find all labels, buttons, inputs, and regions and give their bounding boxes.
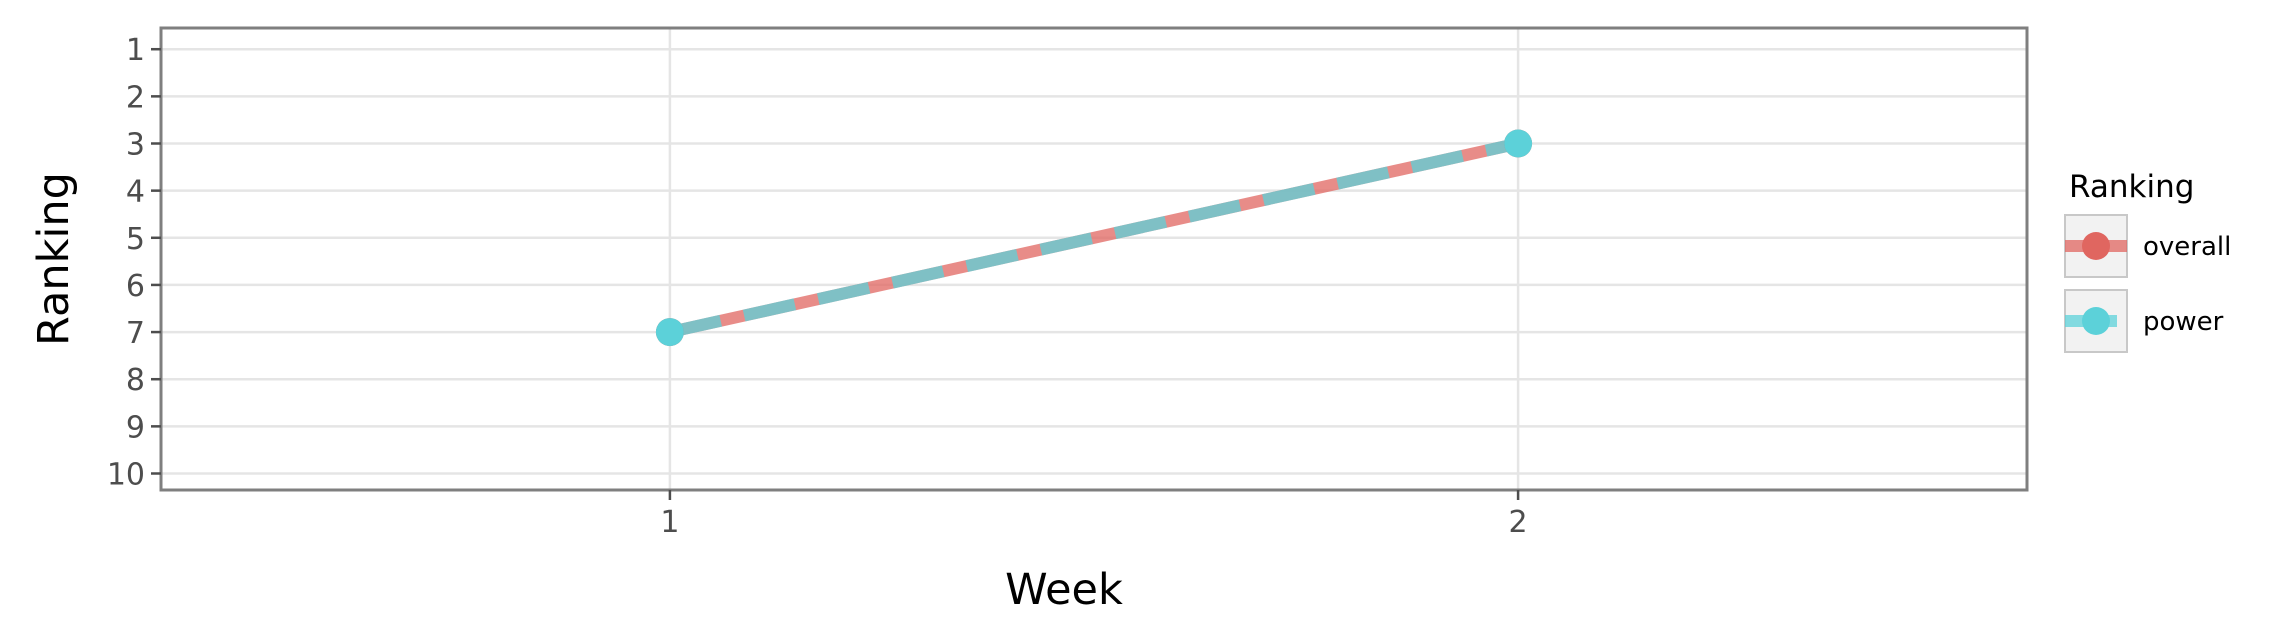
axes: 1 2 3 4 5 6 7 8 9 10 1 2 [107, 33, 1528, 540]
y-tick-label: 5 [126, 222, 145, 257]
y-tick-label: 6 [126, 269, 145, 304]
x-tick-label: 1 [660, 505, 679, 540]
legend-key-point-power [2082, 307, 2110, 335]
legend-key-point-overall [2082, 232, 2110, 260]
x-tick-label: 2 [1509, 505, 1528, 540]
series-layer [655, 129, 1533, 347]
plot-panel-border [159, 26, 2029, 492]
y-tick-label: 10 [107, 458, 145, 493]
y-axis-title: Ranking [29, 172, 79, 346]
legend-label-overall: overall [2143, 232, 2231, 262]
x-axis-title: Week [1005, 565, 1123, 615]
y-tick-label: 2 [126, 80, 145, 115]
y-tick-label: 1 [126, 33, 145, 68]
grid [161, 28, 2027, 490]
data-point-power [655, 318, 684, 347]
y-tick-label: 9 [126, 410, 145, 445]
legend: Ranking overall power [2064, 169, 2231, 353]
plot-background [161, 28, 2027, 490]
legend-title: Ranking [2069, 169, 2194, 205]
legend-label-power: power [2143, 307, 2224, 337]
y-tick-label: 8 [126, 363, 145, 398]
data-point-power [1504, 129, 1533, 158]
y-tick-label: 3 [126, 128, 145, 163]
y-tick-label: 4 [126, 175, 145, 210]
series-line-power [668, 137, 1520, 338]
y-tick-label: 7 [126, 316, 145, 351]
